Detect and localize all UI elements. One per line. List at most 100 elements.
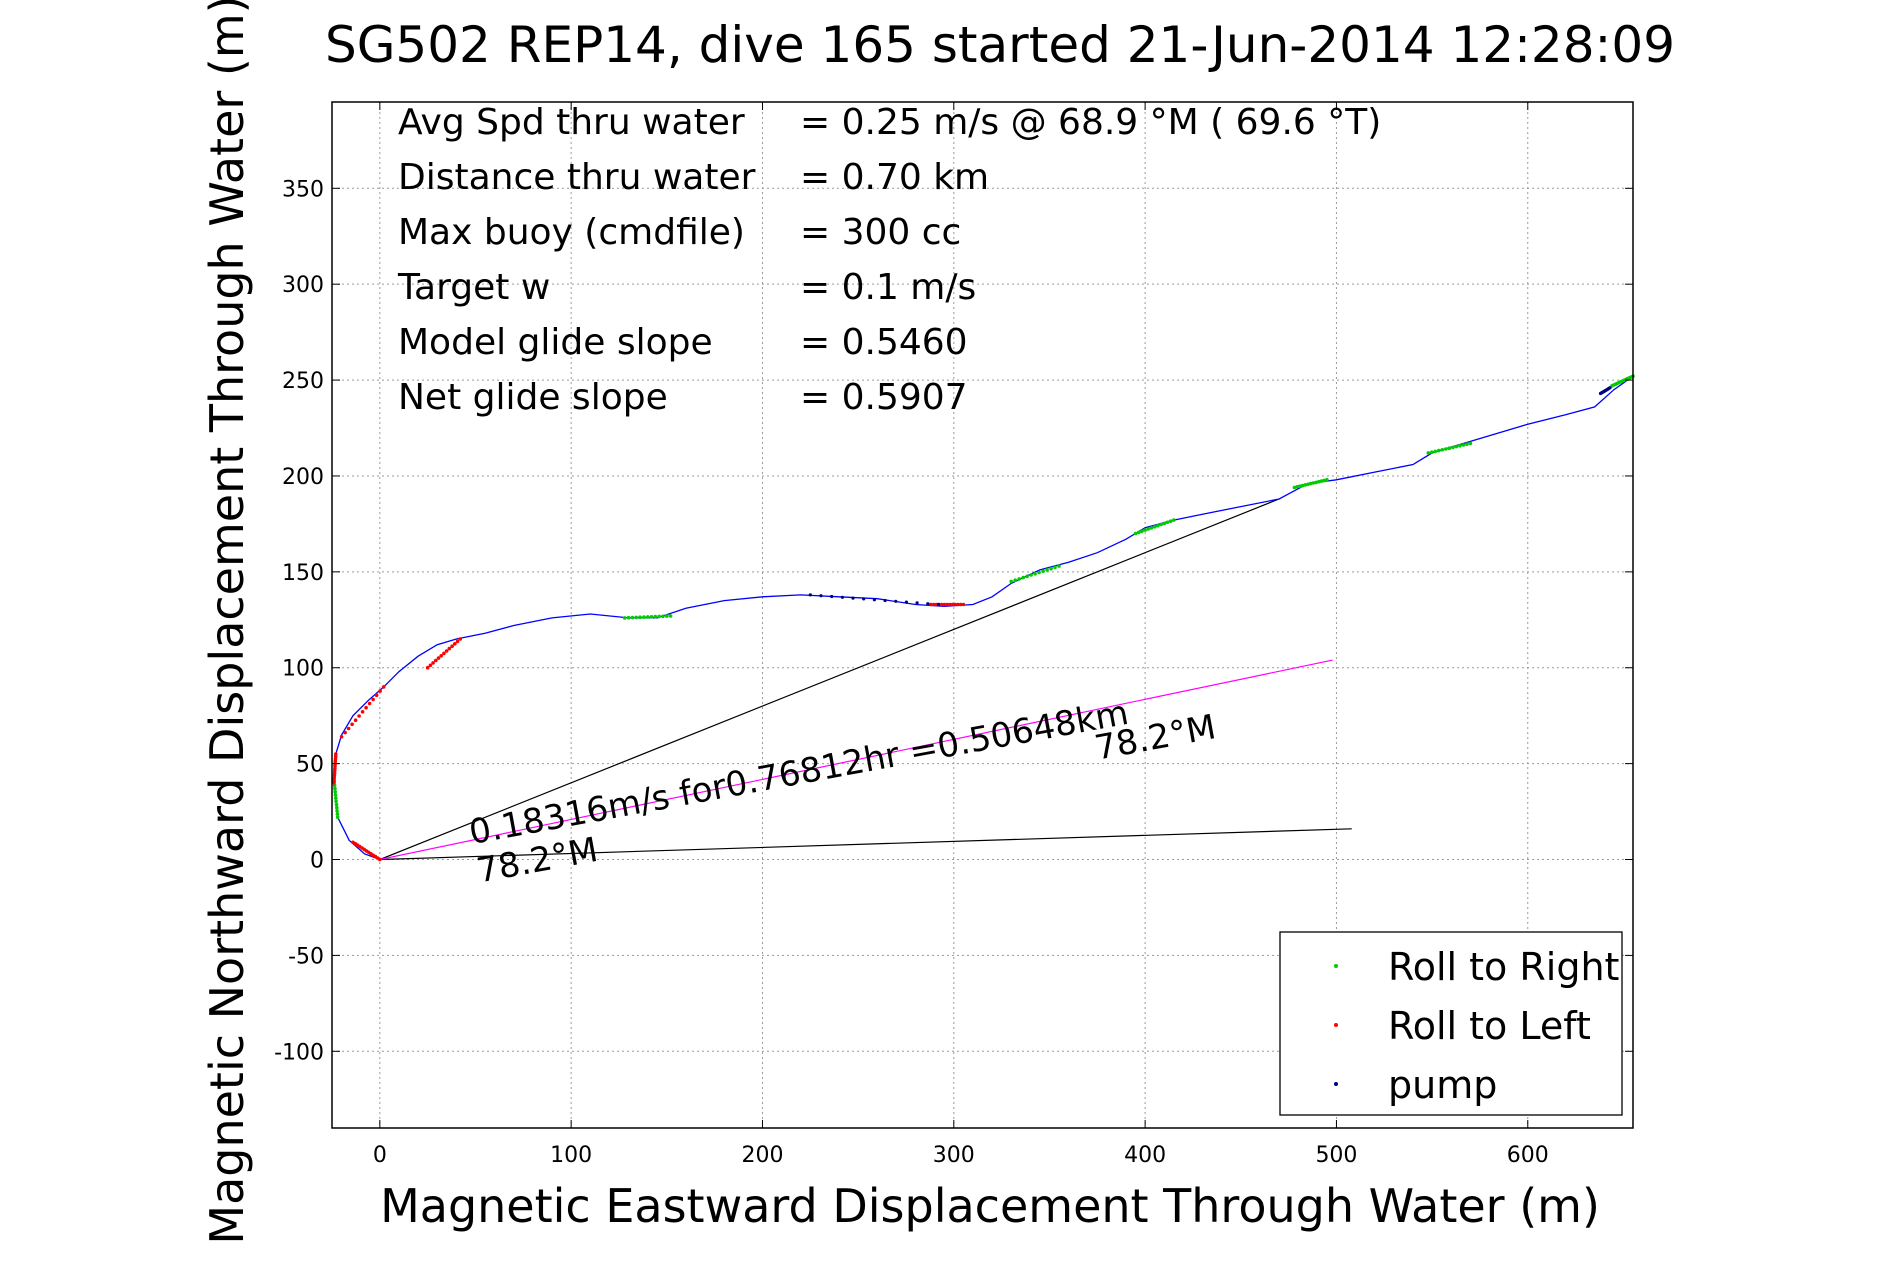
stat-value: = 0.1 m/s bbox=[800, 267, 976, 308]
pump-point bbox=[872, 598, 877, 602]
y-tick-label: -50 bbox=[288, 944, 324, 969]
x-tick-label: 0 bbox=[373, 1143, 387, 1168]
pump-point bbox=[840, 595, 845, 599]
roll-left-point bbox=[357, 714, 361, 718]
roll-right-point bbox=[1303, 483, 1307, 487]
roll-left-point bbox=[961, 602, 966, 607]
pump-point bbox=[819, 594, 823, 598]
roll-right-point bbox=[1146, 527, 1151, 531]
x-tick-label: 500 bbox=[1315, 1143, 1357, 1168]
roll-right-point bbox=[1021, 575, 1025, 580]
roll-right-point bbox=[1447, 446, 1452, 451]
legend-marker bbox=[1334, 1082, 1338, 1086]
roll-right-point bbox=[1461, 443, 1466, 447]
roll-right-point bbox=[1426, 451, 1431, 455]
roll-left-point bbox=[360, 710, 365, 714]
roll-left-point bbox=[351, 840, 355, 845]
roll-right-point bbox=[1149, 526, 1154, 530]
roll-left-point bbox=[931, 602, 936, 607]
roll-right-point bbox=[653, 614, 658, 619]
roll-right-point bbox=[642, 615, 646, 619]
roll-left-point bbox=[425, 665, 430, 670]
roll-right-point bbox=[1049, 566, 1053, 571]
roll-left-point bbox=[439, 654, 444, 658]
y-tick-label: 150 bbox=[282, 561, 324, 586]
roll-left-point bbox=[956, 602, 960, 607]
roll-right-point bbox=[334, 802, 339, 807]
roll-left-point bbox=[447, 646, 452, 651]
roll-right-point bbox=[1162, 521, 1167, 526]
roll-right-point bbox=[1009, 579, 1013, 584]
roll-left-point bbox=[431, 661, 435, 665]
y-tick-label: 350 bbox=[282, 177, 324, 202]
roll-right-point bbox=[1152, 525, 1157, 529]
axis-ticks: 0 100 200 300 400 500 600 -100 -50 0 50 100 150 200 25… bbox=[274, 102, 1633, 1168]
roll-right-point bbox=[1314, 480, 1318, 485]
y-tick-label: 50 bbox=[296, 753, 324, 778]
roll-left-point bbox=[378, 689, 382, 693]
grid bbox=[332, 102, 1633, 1128]
stat-label: Avg Spd thru water bbox=[398, 102, 745, 143]
roll-left-point bbox=[948, 602, 952, 607]
roll-left-point bbox=[434, 658, 438, 663]
plot-frame bbox=[331, 101, 1634, 1129]
roll-right-point bbox=[657, 614, 661, 619]
roll-left-point bbox=[381, 685, 386, 689]
roll-right-point bbox=[1468, 441, 1473, 446]
roll-left-point bbox=[334, 752, 338, 756]
legend-marker bbox=[1334, 1023, 1338, 1027]
track-line bbox=[333, 375, 1634, 861]
legend-marker bbox=[1334, 964, 1338, 968]
reference-line bbox=[379, 828, 1352, 861]
roll-right-point bbox=[1045, 568, 1049, 572]
x-tick-label: 600 bbox=[1507, 1143, 1549, 1168]
roll-left-point bbox=[346, 726, 351, 731]
roll-right-point bbox=[1325, 478, 1329, 482]
roll-right-point bbox=[1444, 447, 1448, 451]
roll-right-point bbox=[334, 796, 338, 800]
pump-point bbox=[936, 602, 941, 607]
roll-right-point bbox=[1168, 519, 1173, 523]
reference-line bbox=[379, 659, 1333, 861]
stat-label: Max buoy (cmdfile) bbox=[398, 212, 745, 253]
roll-right-point bbox=[638, 615, 642, 619]
roll-right-point bbox=[1133, 531, 1138, 536]
roll-right-point bbox=[1311, 481, 1316, 485]
roll-right-point bbox=[1292, 485, 1297, 490]
roll-right-point bbox=[1041, 569, 1045, 573]
roll-markers bbox=[332, 374, 1635, 862]
x-tick-label: 200 bbox=[741, 1143, 783, 1168]
roll-right-point bbox=[333, 790, 338, 794]
roll-left-point bbox=[453, 642, 457, 646]
roll-left-point bbox=[343, 730, 347, 735]
roll-left-point bbox=[367, 701, 372, 706]
roll-right-point bbox=[661, 614, 665, 619]
y-tick-label: 100 bbox=[282, 657, 324, 682]
stat-value: = 0.5460 bbox=[800, 322, 968, 363]
roll-right-point bbox=[1458, 444, 1462, 448]
roll-right-point bbox=[335, 809, 339, 813]
x-tick-label: 400 bbox=[1124, 1143, 1166, 1168]
chart-title: SG502 REP14, dive 165 started 21-Jun-201… bbox=[325, 16, 1675, 74]
pump-point bbox=[894, 599, 898, 603]
roll-right-point bbox=[1053, 565, 1057, 570]
roll-right-point bbox=[1029, 573, 1033, 577]
roll-right-point bbox=[1465, 442, 1469, 447]
pump-point bbox=[1608, 386, 1612, 390]
roll-right-point bbox=[1298, 484, 1302, 489]
pump-point bbox=[883, 598, 887, 603]
roll-right-point bbox=[335, 812, 340, 816]
roll-right-point bbox=[334, 799, 338, 804]
roll-left-point bbox=[458, 637, 463, 641]
roll-left-point bbox=[350, 722, 354, 727]
roll-left-point bbox=[958, 602, 963, 607]
x-tick-label: 300 bbox=[933, 1143, 975, 1168]
pump-point bbox=[830, 594, 834, 599]
roll-right-point bbox=[1454, 444, 1459, 449]
legend: Roll to Right Roll to Left pump bbox=[1279, 931, 1623, 1116]
legend-label: Roll to Right bbox=[1388, 945, 1619, 989]
roll-right-point bbox=[1136, 530, 1141, 535]
roll-right-point bbox=[1057, 564, 1061, 568]
roll-left-point bbox=[455, 639, 460, 644]
roll-right-point bbox=[1159, 522, 1163, 527]
